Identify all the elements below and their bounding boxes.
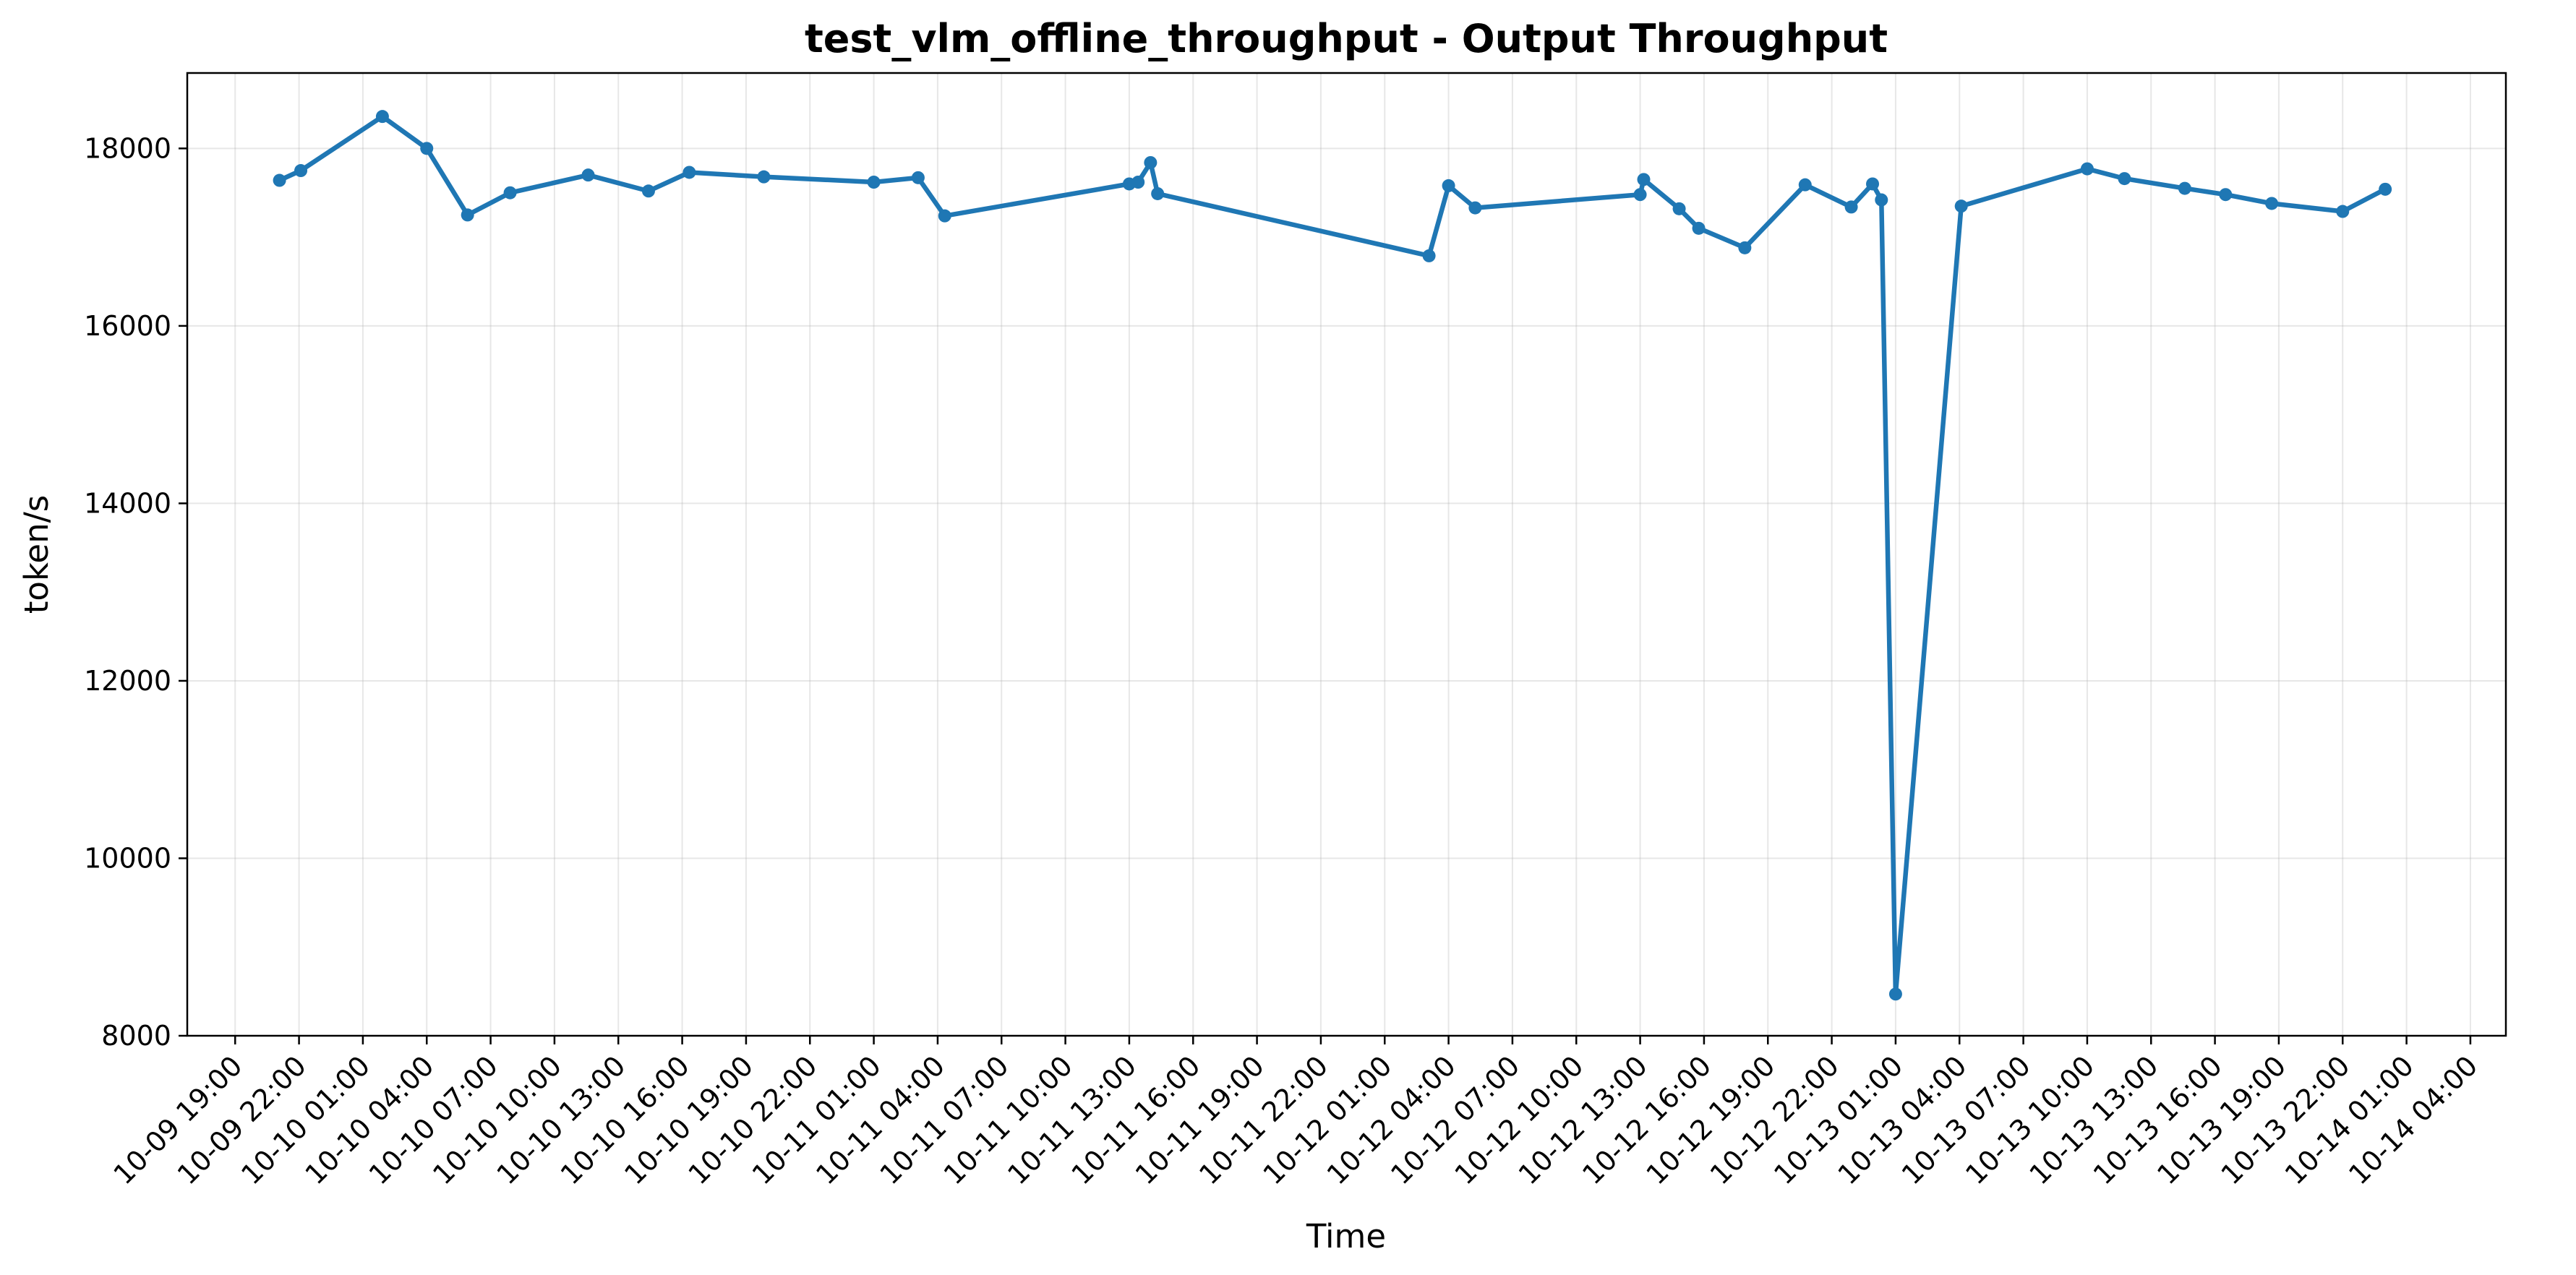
y-tick-label: 18000	[84, 132, 171, 164]
data-point	[420, 142, 434, 155]
data-point	[682, 166, 696, 179]
data-point	[1954, 199, 1968, 213]
data-point	[1888, 987, 1902, 1001]
data-point	[1151, 186, 1165, 200]
data-point	[1442, 179, 1455, 192]
data-point	[503, 186, 517, 199]
y-axis-label: token/s	[17, 495, 56, 614]
data-point	[1672, 202, 1686, 215]
data-point	[273, 173, 286, 187]
data-point	[461, 208, 474, 222]
data-point	[867, 176, 881, 189]
data-point	[1144, 155, 1158, 169]
y-tick-label: 12000	[84, 665, 171, 697]
data-point	[2265, 197, 2279, 210]
data-point	[1633, 188, 1647, 202]
grid-lines	[187, 73, 2506, 1036]
data-point	[2178, 181, 2191, 195]
data-point	[1422, 249, 1436, 262]
data-point	[2080, 162, 2094, 176]
data-point	[294, 164, 308, 178]
x-axis-label: Time	[1306, 1217, 1386, 1255]
y-axis: 8000 10000 12000 14000 16000 18000	[84, 132, 187, 1052]
data-series	[273, 110, 2392, 1001]
y-tick-label: 16000	[84, 310, 171, 342]
data-point	[2336, 205, 2350, 218]
data-point	[1738, 241, 1752, 254]
plot-frame	[186, 72, 2507, 1037]
y-tick-label: 14000	[84, 487, 171, 519]
data-point	[2118, 172, 2131, 186]
data-point	[1875, 193, 1888, 207]
series-line	[277, 113, 2388, 997]
data-point	[1798, 178, 1812, 192]
data-point	[911, 171, 925, 184]
data-point	[938, 209, 951, 223]
data-point	[2219, 188, 2233, 202]
data-point	[1844, 200, 1858, 214]
data-point	[1692, 221, 1706, 235]
y-tick-label: 10000	[84, 842, 171, 874]
data-point	[2379, 182, 2392, 196]
chart-title: test_vlm_offline_throughput - Output Thr…	[805, 16, 1888, 61]
data-point	[1131, 176, 1145, 189]
data-point	[641, 184, 655, 198]
data-point	[1637, 173, 1651, 186]
data-point	[581, 168, 595, 182]
data-point	[1468, 201, 1482, 215]
data-point	[375, 110, 389, 124]
y-tick-label: 8000	[101, 1020, 171, 1052]
data-point	[757, 170, 771, 184]
data-point	[1866, 177, 1880, 191]
